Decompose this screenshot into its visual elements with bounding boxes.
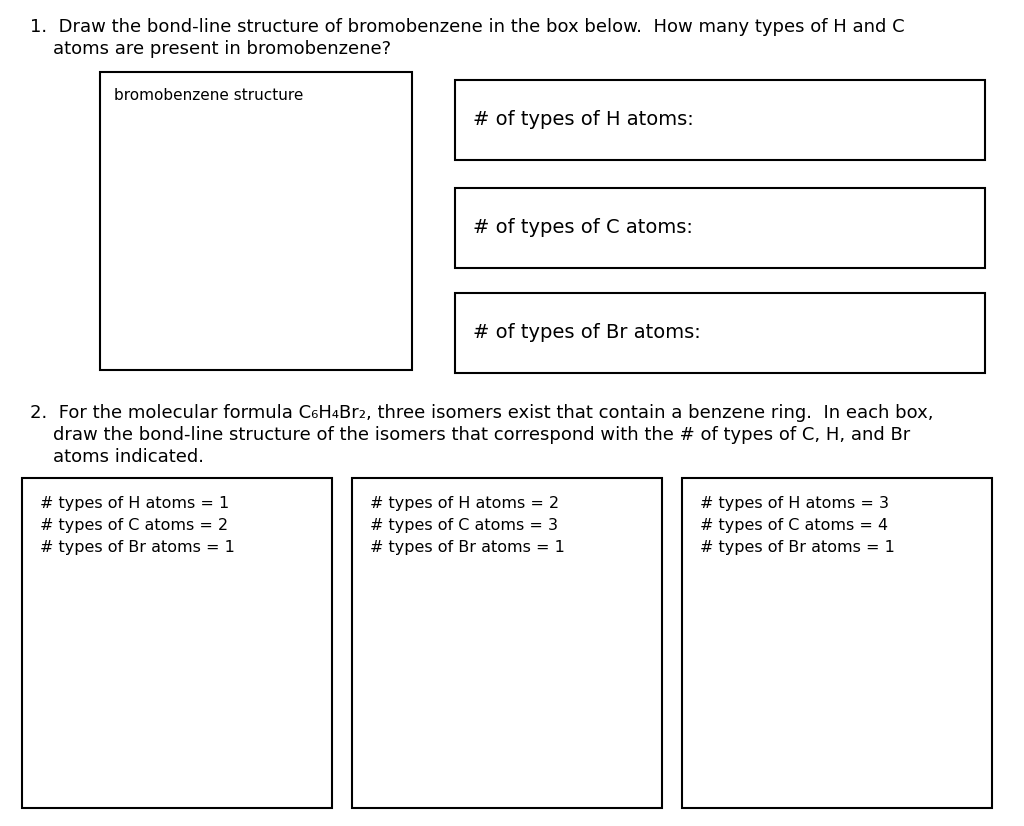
Text: 2.  For the molecular formula C₆H₄Br₂, three isomers exist that contain a benzen: 2. For the molecular formula C₆H₄Br₂, th… — [30, 404, 934, 422]
Bar — [455, 293, 985, 373]
Text: # types of Br atoms = 1: # types of Br atoms = 1 — [40, 540, 234, 555]
Bar — [682, 478, 992, 808]
Text: # types of C atoms = 4: # types of C atoms = 4 — [700, 518, 888, 533]
Bar — [455, 80, 985, 160]
Text: # of types of Br atoms:: # of types of Br atoms: — [473, 323, 700, 342]
Text: # types of C atoms = 2: # types of C atoms = 2 — [40, 518, 228, 533]
Text: # types of H atoms = 1: # types of H atoms = 1 — [40, 496, 229, 511]
Text: atoms are present in bromobenzene?: atoms are present in bromobenzene? — [30, 40, 391, 58]
Text: # types of C atoms = 3: # types of C atoms = 3 — [370, 518, 558, 533]
Bar — [22, 478, 332, 808]
Text: # types of Br atoms = 1: # types of Br atoms = 1 — [370, 540, 565, 555]
Text: atoms indicated.: atoms indicated. — [30, 448, 204, 466]
Text: # types of H atoms = 2: # types of H atoms = 2 — [370, 496, 559, 511]
Text: # of types of C atoms:: # of types of C atoms: — [473, 218, 693, 237]
Bar — [352, 478, 662, 808]
Bar — [455, 188, 985, 268]
Text: bromobenzene structure: bromobenzene structure — [114, 88, 303, 103]
Text: # types of Br atoms = 1: # types of Br atoms = 1 — [700, 540, 895, 555]
Text: # of types of H atoms:: # of types of H atoms: — [473, 110, 693, 129]
Text: draw the bond-line structure of the isomers that correspond with the # of types : draw the bond-line structure of the isom… — [30, 426, 910, 444]
Bar — [100, 72, 412, 370]
Text: 1.  Draw the bond-line structure of bromobenzene in the box below.  How many typ: 1. Draw the bond-line structure of bromo… — [30, 18, 904, 36]
Text: # types of H atoms = 3: # types of H atoms = 3 — [700, 496, 889, 511]
